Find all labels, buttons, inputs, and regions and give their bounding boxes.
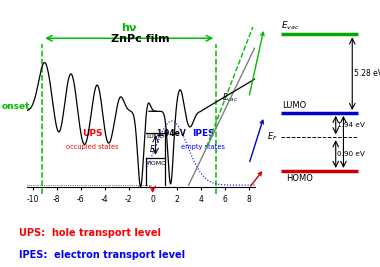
Text: 1.94eV: 1.94eV <box>156 129 186 138</box>
Text: hν: hν <box>122 23 137 33</box>
Text: $E_F$: $E_F$ <box>267 131 277 143</box>
Text: $E_F$: $E_F$ <box>149 143 158 156</box>
Text: UPS: UPS <box>82 129 103 138</box>
Text: LUMO: LUMO <box>282 101 306 110</box>
Text: IPES:  electron transport level: IPES: electron transport level <box>19 250 185 260</box>
Text: HOMO: HOMO <box>286 174 313 183</box>
Text: 5.28 eV: 5.28 eV <box>354 69 380 78</box>
Text: occupied states: occupied states <box>66 144 119 150</box>
Text: empty states: empty states <box>181 144 225 150</box>
Text: 0.90 eV: 0.90 eV <box>337 151 365 157</box>
Text: ZnPc film: ZnPc film <box>111 34 170 44</box>
Text: $E_{vac}$: $E_{vac}$ <box>222 92 238 104</box>
Text: UPS:  hole transport level: UPS: hole transport level <box>19 228 161 238</box>
Text: $E_{vac}$: $E_{vac}$ <box>280 19 299 32</box>
Text: HOMO: HOMO <box>147 161 167 166</box>
Text: onset: onset <box>2 102 30 111</box>
Text: IPES: IPES <box>192 129 214 138</box>
Text: LUMO: LUMO <box>146 134 165 139</box>
Text: 1.94 eV: 1.94 eV <box>337 122 365 128</box>
